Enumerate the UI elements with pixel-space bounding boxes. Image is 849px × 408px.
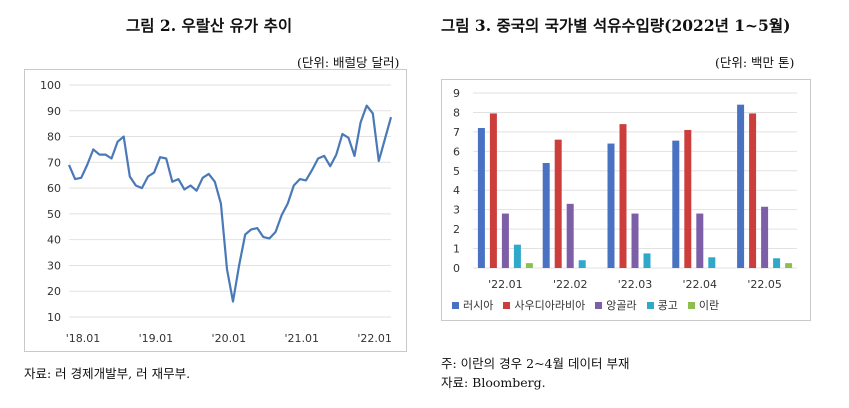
legend-swatch (646, 301, 654, 309)
x-tick-label: '22.02 (553, 278, 588, 291)
bar-2-1 (566, 203, 574, 268)
figure2-title: 그림 2. 우랄산 유가 추이 (126, 16, 293, 35)
y-tick-label: 80 (47, 131, 61, 144)
bar-1-2 (619, 124, 627, 268)
bar-1-3 (684, 129, 692, 268)
bar-2-2 (631, 213, 639, 268)
bar-0-1 (542, 163, 550, 268)
legend-swatch (595, 301, 603, 309)
x-tick-label: '22.04 (683, 278, 718, 291)
legend-swatch (503, 301, 511, 309)
figure3-unit: (단위: 백만 톤) (715, 55, 795, 70)
y-tick-label: 9 (453, 87, 460, 100)
bar-0-2 (607, 143, 615, 268)
y-tick-label: 100 (40, 79, 61, 92)
legend-item: 사우디아라비아 (503, 297, 585, 313)
y-tick-label: 50 (47, 208, 61, 221)
bar-0-0 (477, 128, 485, 268)
x-tick-label: '19.01 (139, 332, 174, 345)
legend-swatch (452, 301, 459, 309)
y-tick-label: 4 (453, 184, 460, 197)
figure3-title: 그림 3. 중국의 국가별 석유수입량(2022년 1~5월) (441, 16, 791, 35)
x-tick-label: '22.01 (357, 332, 392, 345)
figure2-unit: (단위: 배럴당 달러) (297, 55, 400, 70)
import-bar-chart: 0 1 2 3 4 5 6 7 8 9 '22.01 '22.02 '22.03 '22.04 '22.05 (453, 87, 797, 291)
legend-label: 사우디아라비아 (514, 299, 586, 312)
y-tick-label: 30 (47, 259, 61, 272)
legend-label: 러시아 (463, 299, 494, 312)
x-tick-label: '18.01 (66, 332, 101, 345)
x-tick-label: '22.05 (747, 278, 782, 291)
y-tick-label: 8 (453, 106, 460, 119)
y-tick-label: 6 (453, 145, 460, 158)
bar-3-0 (513, 244, 521, 268)
bar-1-4 (749, 113, 757, 268)
figure2-source: 자료: 러 경제개발부, 러 재무부. (24, 366, 191, 381)
bar-4-0 (525, 263, 533, 268)
x-tick-label: '21.01 (284, 332, 319, 345)
y-tick-label: 10 (47, 311, 61, 324)
bar-2-3 (696, 213, 704, 268)
legend-item: 콩고 (646, 297, 678, 313)
oil-price-chart-panel: 10 20 30 40 50 60 70 80 90 100 '18.01 '19.01 '20.01 '… (24, 69, 407, 352)
y-tick-label: 0 (453, 262, 460, 275)
legend-label: 앙골라 (606, 299, 637, 312)
bar-2-0 (501, 213, 509, 268)
legend-item: 이란 (687, 297, 720, 313)
bar-3-4 (773, 258, 781, 268)
import-chart-panel: 0 1 2 3 4 5 6 7 8 9 '22.01 '22.02 '22.03 '22.04 '22.05 (441, 79, 811, 321)
y-tick-label: 3 (453, 204, 460, 217)
x-tick-label: '20.01 (212, 332, 247, 345)
bar-3-1 (578, 260, 586, 268)
bar-0-4 (737, 104, 745, 269)
oil-price-line-chart: 10 20 30 40 50 60 70 80 90 100 '18.01 '19.01 '20.01 '… (40, 79, 393, 345)
legend-label: 이란 (698, 299, 720, 312)
bar-1-1 (554, 139, 562, 268)
x-tick-label: '22.03 (618, 278, 653, 291)
bar-1-0 (489, 113, 497, 268)
legend-item: 러시아 (452, 297, 493, 313)
legend-swatch (687, 301, 695, 309)
bar-3-3 (708, 257, 716, 268)
x-tick-label: '22.01 (488, 278, 523, 291)
legend-label: 콩고 (657, 299, 678, 312)
y-tick-label: 1 (453, 243, 460, 256)
bar-chart-legend: 러시아 사우디아라비아 앙골라 콩고 이란 (452, 297, 792, 313)
legend-item: 앙골라 (595, 297, 637, 313)
y-tick-label: 40 (47, 234, 61, 247)
y-tick-label: 60 (47, 182, 61, 195)
figure3-note: 주: 이란의 경우 2~4월 데이터 부재 (441, 356, 630, 371)
y-tick-label: 2 (453, 223, 460, 236)
oil-price-series-line (67, 104, 393, 303)
bar-4-4 (785, 263, 793, 268)
y-tick-label: 90 (47, 105, 61, 118)
y-tick-label: 70 (47, 156, 61, 169)
y-tick-label: 5 (453, 165, 460, 178)
bar-2-4 (761, 206, 769, 268)
bar-0-3 (672, 140, 680, 268)
bar-3-2 (643, 253, 651, 268)
figure3-source: 자료: Bloomberg. (441, 375, 546, 390)
y-tick-label: 7 (453, 126, 460, 139)
y-tick-label: 20 (47, 285, 61, 298)
